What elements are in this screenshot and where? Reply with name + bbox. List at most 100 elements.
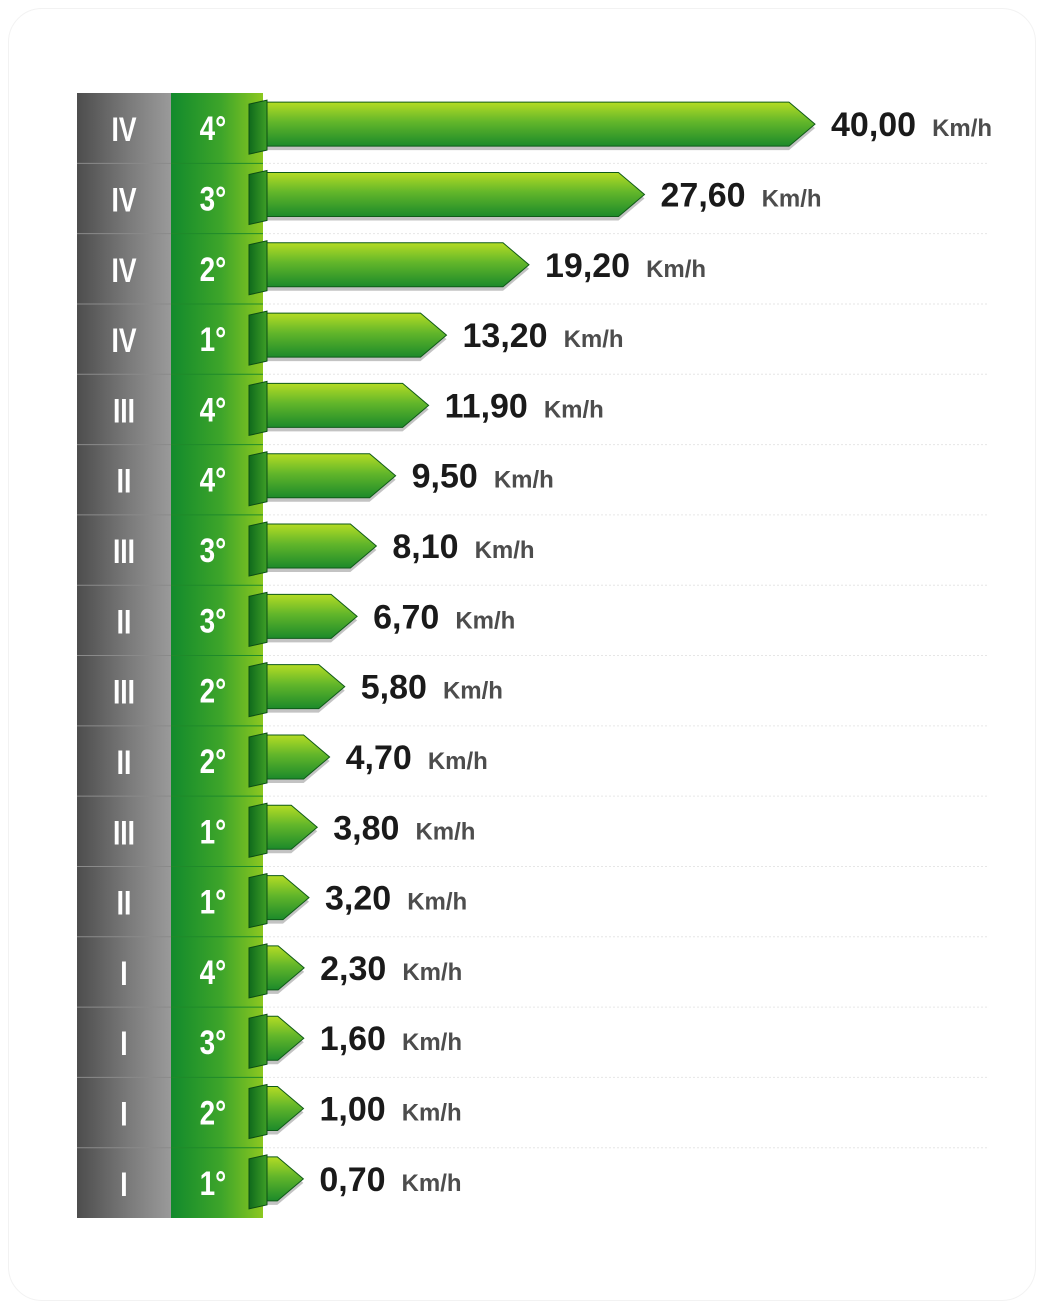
range-label: III xyxy=(113,533,135,571)
gear-label: 3° xyxy=(200,1024,227,1062)
bar-ribbon-fold xyxy=(248,169,268,226)
gear-label: 4° xyxy=(200,461,227,499)
bar-body xyxy=(264,101,816,147)
bar xyxy=(248,1013,305,1069)
bar-ribbon-fold xyxy=(248,451,268,507)
gear-label: 3° xyxy=(200,531,227,569)
value-label: 19,20 xyxy=(545,247,630,285)
bar-body xyxy=(264,945,305,991)
unit-label: Km/h xyxy=(564,326,624,353)
bar-body xyxy=(264,1086,305,1132)
unit-label: Km/h xyxy=(428,748,488,775)
range-label: II xyxy=(117,884,132,922)
unit-label: Km/h xyxy=(544,396,604,423)
chart-frame xyxy=(8,8,1036,1301)
bar-ribbon-fold xyxy=(248,943,268,999)
unit-label: Km/h xyxy=(475,537,535,564)
bar xyxy=(248,662,346,718)
range-label: II xyxy=(117,603,132,641)
unit-label: Km/h xyxy=(402,1100,462,1127)
bar-ribbon-fold xyxy=(248,99,268,155)
value-label: 6,70 xyxy=(373,598,439,636)
value-label: 8,10 xyxy=(392,528,458,566)
gear-label: 3° xyxy=(200,180,227,218)
unit-label: Km/h xyxy=(455,607,515,634)
range-label: IV xyxy=(112,111,138,149)
bar xyxy=(248,732,331,788)
gear-label: 4° xyxy=(200,110,227,148)
gear-label: 1° xyxy=(200,1164,227,1202)
gear-label: 2° xyxy=(200,250,227,288)
value-label: 5,80 xyxy=(361,669,427,707)
bar xyxy=(248,1083,305,1140)
bar xyxy=(248,872,310,929)
value-label: 40,00 xyxy=(831,106,916,144)
unit-label: Km/h xyxy=(402,1029,462,1056)
bar-body xyxy=(264,312,448,358)
bar-body xyxy=(264,453,397,499)
bar-ribbon-fold xyxy=(248,1154,268,1210)
bar-ribbon-fold xyxy=(248,1083,268,1140)
bar-body xyxy=(264,664,346,710)
range-label: III xyxy=(113,814,135,852)
bar-ribbon-fold xyxy=(248,872,268,929)
unit-label: Km/h xyxy=(646,256,706,283)
bar xyxy=(248,943,305,999)
bar-ribbon-fold xyxy=(248,1013,268,1069)
bar-ribbon-fold xyxy=(248,380,268,437)
bar-body xyxy=(264,1015,305,1061)
value-label: 9,50 xyxy=(412,458,478,496)
range-label: IV xyxy=(112,252,138,290)
unit-label: Km/h xyxy=(402,959,462,986)
bar xyxy=(248,99,816,155)
unit-label: Km/h xyxy=(415,818,475,845)
gear-label: 2° xyxy=(200,672,227,710)
range-label: I xyxy=(120,1095,127,1133)
bar-ribbon-fold xyxy=(248,662,268,718)
bar xyxy=(248,591,358,647)
value-label: 11,90 xyxy=(445,387,528,425)
range-label: I xyxy=(120,955,127,993)
bar xyxy=(248,802,319,858)
range-label: II xyxy=(117,463,132,501)
gear-label: 2° xyxy=(200,742,227,780)
bar-body xyxy=(264,734,331,780)
bar-ribbon-fold xyxy=(248,521,268,577)
value-label: 3,20 xyxy=(325,880,391,918)
bar xyxy=(248,1154,305,1210)
unit-label: Km/h xyxy=(494,467,554,494)
gear-label: 4° xyxy=(200,953,227,991)
gear-label: 1° xyxy=(200,813,227,851)
bar-ribbon-fold xyxy=(248,732,268,788)
range-label: I xyxy=(120,1166,127,1204)
value-label: 4,70 xyxy=(346,739,412,777)
bar xyxy=(248,240,530,296)
bar-ribbon-fold xyxy=(248,310,268,366)
range-label: I xyxy=(120,1025,127,1063)
value-label: 27,60 xyxy=(661,176,746,214)
gear-label: 1° xyxy=(200,883,227,921)
bar xyxy=(248,380,430,437)
bar xyxy=(248,451,397,507)
bar-ribbon-fold xyxy=(248,591,268,647)
unit-label: Km/h xyxy=(762,185,822,212)
bar xyxy=(248,310,448,366)
range-label: III xyxy=(113,392,135,430)
bar-ribbon-fold xyxy=(248,802,268,858)
bar-body xyxy=(264,875,310,921)
value-label: 13,20 xyxy=(463,317,548,355)
bar-body xyxy=(264,242,530,288)
value-label: 1,00 xyxy=(320,1091,386,1129)
bar-body xyxy=(264,382,430,428)
unit-label: Km/h xyxy=(932,115,992,142)
value-label: 3,80 xyxy=(333,809,399,847)
range-label: IV xyxy=(112,181,138,219)
value-label: 1,60 xyxy=(320,1020,386,1058)
bar-body xyxy=(264,171,646,217)
gear-label: 3° xyxy=(200,602,227,640)
bar-body xyxy=(264,804,319,850)
range-label: IV xyxy=(112,322,138,360)
value-label: 0,70 xyxy=(319,1161,385,1199)
value-label: 2,30 xyxy=(320,950,386,988)
